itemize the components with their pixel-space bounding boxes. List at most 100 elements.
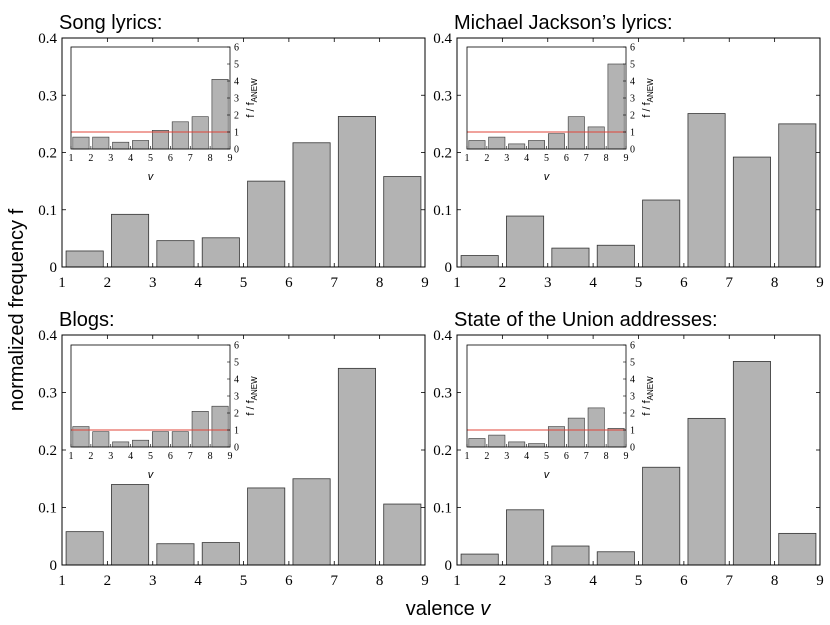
inset-x-label: v (544, 469, 551, 481)
x-tick-label: 8 (771, 573, 779, 589)
inset-x-tick-label: 4 (128, 451, 133, 462)
inset-y-tick-label: 6 (630, 341, 635, 352)
inset-x-tick-label: 9 (228, 153, 233, 164)
inset-chart: 1 2 3 4 5 6 7 8 90 1 2 3 4 5 6 v f / fANEW (465, 43, 656, 184)
x-tick-label: 8 (771, 275, 779, 291)
x-tick-label: 9 (421, 275, 429, 291)
inset-bar (468, 438, 486, 448)
bar (383, 176, 422, 268)
x-tick-label: 2 (104, 573, 112, 589)
inset-x-tick-label: 4 (524, 153, 529, 164)
bar (292, 142, 331, 268)
inset-y-tick-label: 1 (234, 128, 239, 139)
inset-x-tick-label: 7 (584, 153, 589, 164)
bar (642, 466, 681, 566)
inset-bar (508, 441, 526, 448)
inset-x-tick-label: 4 (128, 153, 133, 164)
bar (111, 213, 150, 268)
bar (596, 551, 635, 566)
x-tick-label: 4 (194, 573, 202, 589)
x-tick-label: 2 (499, 573, 507, 589)
inset-y-tick-label: 6 (630, 43, 635, 54)
x-tick-label: 3 (544, 275, 552, 291)
y-tick-label: 0.1 (433, 203, 452, 219)
y-tick-label: 0.3 (433, 88, 452, 104)
y-tick-label: 0.2 (38, 146, 57, 162)
chart-panel-4: State of the Union addresses:1 2 3 4 5 6 7 8 900… (433, 309, 824, 589)
inset-y-tick-label: 5 (630, 60, 635, 71)
inset-y-label: f / fANEW (245, 78, 259, 118)
inset-y-label-subscript: ANEW (646, 78, 655, 102)
bar (460, 255, 499, 268)
inset-bar (607, 63, 625, 150)
inset-y-tick-label: 2 (630, 409, 635, 420)
inset-bar (488, 434, 506, 448)
inset-y-tick-label: 5 (234, 60, 239, 71)
bar (111, 484, 150, 566)
bar (551, 545, 590, 566)
inset-bar (528, 443, 546, 448)
inset-bar (468, 140, 486, 150)
inset-bar (528, 140, 546, 150)
inset-x-tick-label: 7 (584, 451, 589, 462)
x-tick-label: 7 (331, 573, 339, 589)
inset-y-tick-label: 6 (234, 341, 239, 352)
bar (247, 180, 286, 268)
x-tick-label: 6 (285, 573, 293, 589)
inset-x-tick-label: 8 (208, 451, 213, 462)
inset-y-label: f / fANEW (245, 376, 259, 416)
panel-title: Michael Jackson’s lyrics: (454, 12, 673, 34)
bar (551, 247, 590, 268)
inset-y-tick-label: 1 (234, 426, 239, 437)
inset-x-tick-label: 5 (544, 451, 549, 462)
bar (506, 215, 545, 268)
bar (596, 244, 635, 268)
x-tick-label: 1 (453, 275, 461, 291)
x-tick-label: 2 (104, 275, 112, 291)
inset-bar (587, 407, 605, 448)
inset-x-tick-label: 2 (484, 451, 489, 462)
bar (642, 199, 681, 268)
inset-bar (191, 410, 209, 448)
x-tick-label: 4 (589, 573, 597, 589)
bar (732, 361, 771, 566)
x-tick-label: 5 (240, 275, 248, 291)
y-tick-label: 0.4 (433, 31, 452, 47)
x-tick-label: 6 (680, 573, 688, 589)
y-tick-label: 0 (445, 260, 453, 276)
inset-x-tick-label: 5 (544, 153, 549, 164)
bar (506, 509, 545, 566)
x-tick-label: 7 (726, 275, 734, 291)
x-tick-label: 3 (149, 573, 157, 589)
bar (732, 156, 771, 268)
inset-x-tick-label: 8 (604, 451, 609, 462)
inset-x-tick-label: 5 (148, 451, 153, 462)
x-tick-label: 9 (421, 573, 429, 589)
x-axis-label: valence v (406, 598, 492, 620)
inset-bar (72, 136, 90, 150)
inset-bar (112, 141, 130, 150)
inset-y-tick-label: 5 (234, 358, 239, 369)
inset-x-tick-label: 5 (148, 153, 153, 164)
x-tick-label: 6 (285, 275, 293, 291)
inset-bar (132, 140, 150, 150)
bar (337, 116, 376, 268)
inset-y-label-subscript: ANEW (250, 376, 259, 400)
inset-bar (211, 79, 229, 150)
y-tick-label: 0.2 (433, 146, 452, 162)
inset-y-tick-label: 2 (234, 111, 239, 122)
inset-y-label-main: f / f (245, 101, 257, 117)
inset-bar (151, 130, 169, 150)
inset-y-tick-label: 0 (630, 443, 635, 454)
y-axis-label: normalized frequency f (6, 208, 28, 411)
inset-y-tick-label: 3 (234, 94, 239, 105)
chart-panel-1: Song lyrics:1 2 3 4 5 6 7 8 900.10.20.30.41 2 3 4 5 6… (38, 12, 429, 291)
inset-y-tick-label: 4 (234, 375, 239, 386)
inset-y-label-subscript: ANEW (646, 376, 655, 400)
bar (201, 237, 240, 268)
bar (292, 478, 331, 566)
x-tick-label: 1 (58, 275, 66, 291)
inset-y-tick-label: 5 (630, 358, 635, 369)
inset-bar (211, 405, 229, 448)
